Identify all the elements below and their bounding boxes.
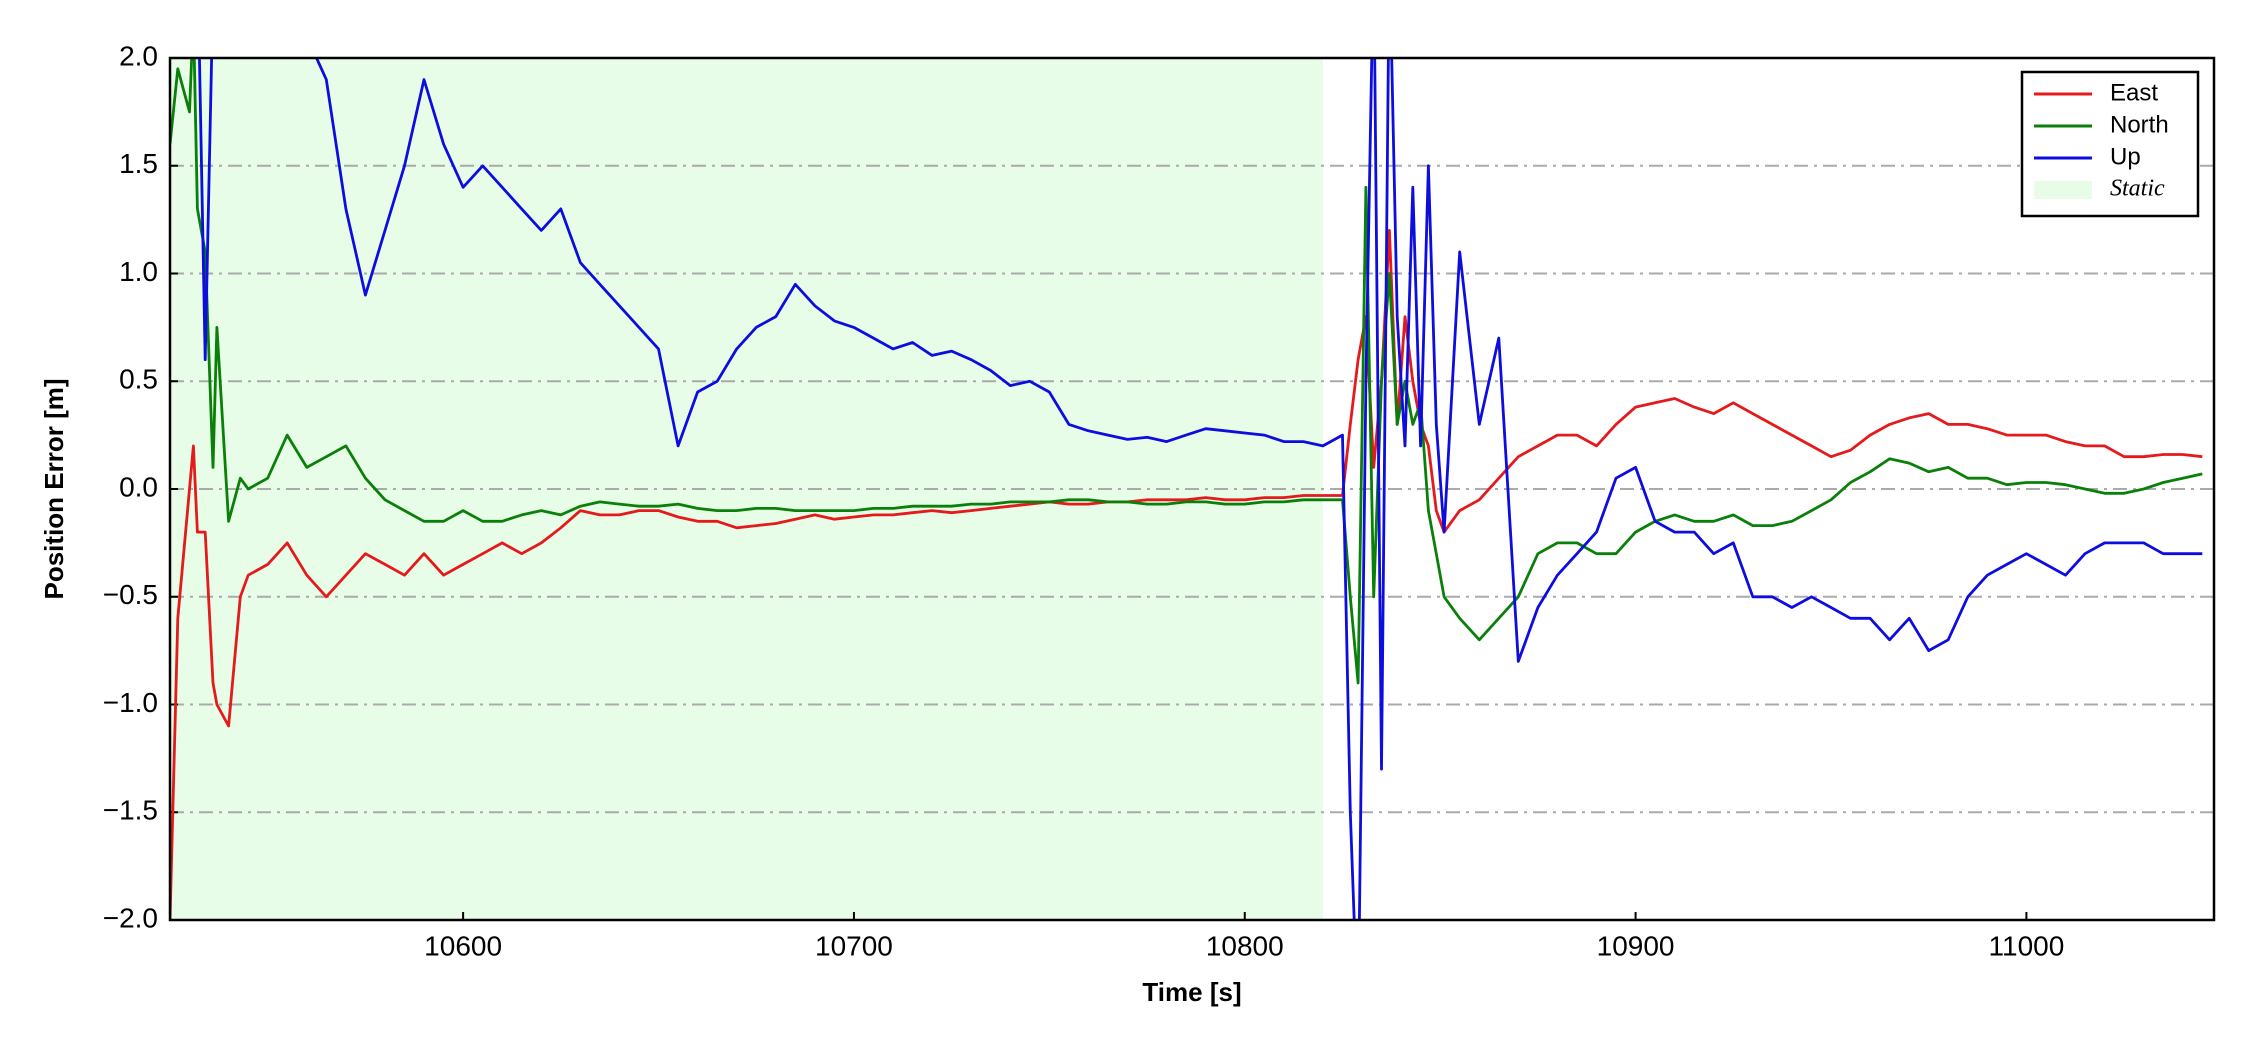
x-tick-label: 10700 [815,930,893,961]
y-tick-label: −2.0 [103,902,158,933]
x-tick-label: 10900 [1597,930,1675,961]
y-tick-label: 0.5 [119,364,158,395]
x-axis-label: Time [s] [1142,977,1241,1007]
legend-label: East [2110,79,2158,106]
y-tick-label: −1.0 [103,687,158,718]
y-tick-label: 2.0 [119,40,158,71]
legend-label: Static [2110,176,2165,202]
y-axis-label: Position Error [m] [39,378,69,599]
y-tick-label: 1.5 [119,148,158,179]
plot-frame [168,56,2216,922]
legend-label: North [2110,111,2169,138]
x-tick-label: 10600 [424,930,502,961]
series-line [198,58,2203,920]
x-tick-label: 10800 [1206,930,1284,961]
legend-label: Up [2110,143,2141,170]
y-tick-label: 0.0 [119,471,158,502]
y-tick-label: 1.0 [119,256,158,287]
series-line [170,229,2203,920]
x-tick-label: 11000 [1989,930,2065,961]
legend-swatch [2034,181,2092,199]
series-line [170,58,2203,685]
y-tick-label: −1.5 [103,795,158,826]
y-tick-label: −0.5 [103,579,158,610]
